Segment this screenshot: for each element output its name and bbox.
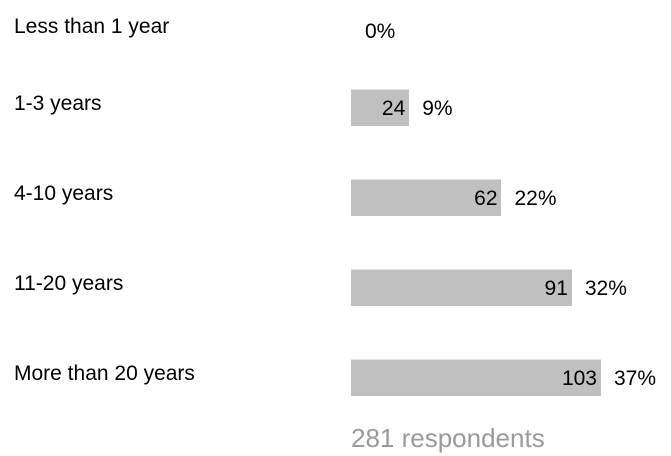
bar [351,269,572,306]
bar-percent-label: 22% [514,187,557,210]
bar-count-label: 103 [561,367,597,390]
bar-count-label: 24 [381,97,406,120]
category-label: 1-3 years [14,91,102,115]
bar [351,359,601,396]
bar [351,179,502,216]
bar-percent-label: 32% [584,277,627,300]
bar-percent-label: 0% [365,20,396,43]
respondents-total: 281 respondents [351,423,545,453]
bar-count-label: 62 [474,187,498,210]
category-label: Less than 1 year [14,14,170,38]
bar-count-label: 91 [544,277,568,300]
bar-percent-label: 9% [422,97,453,120]
category-label: 11-20 years [14,271,124,295]
category-label: More than 20 years [14,361,195,385]
bar [351,89,410,126]
bar-percent-label: 37% [614,367,657,390]
category-label: 4-10 years [14,181,114,205]
